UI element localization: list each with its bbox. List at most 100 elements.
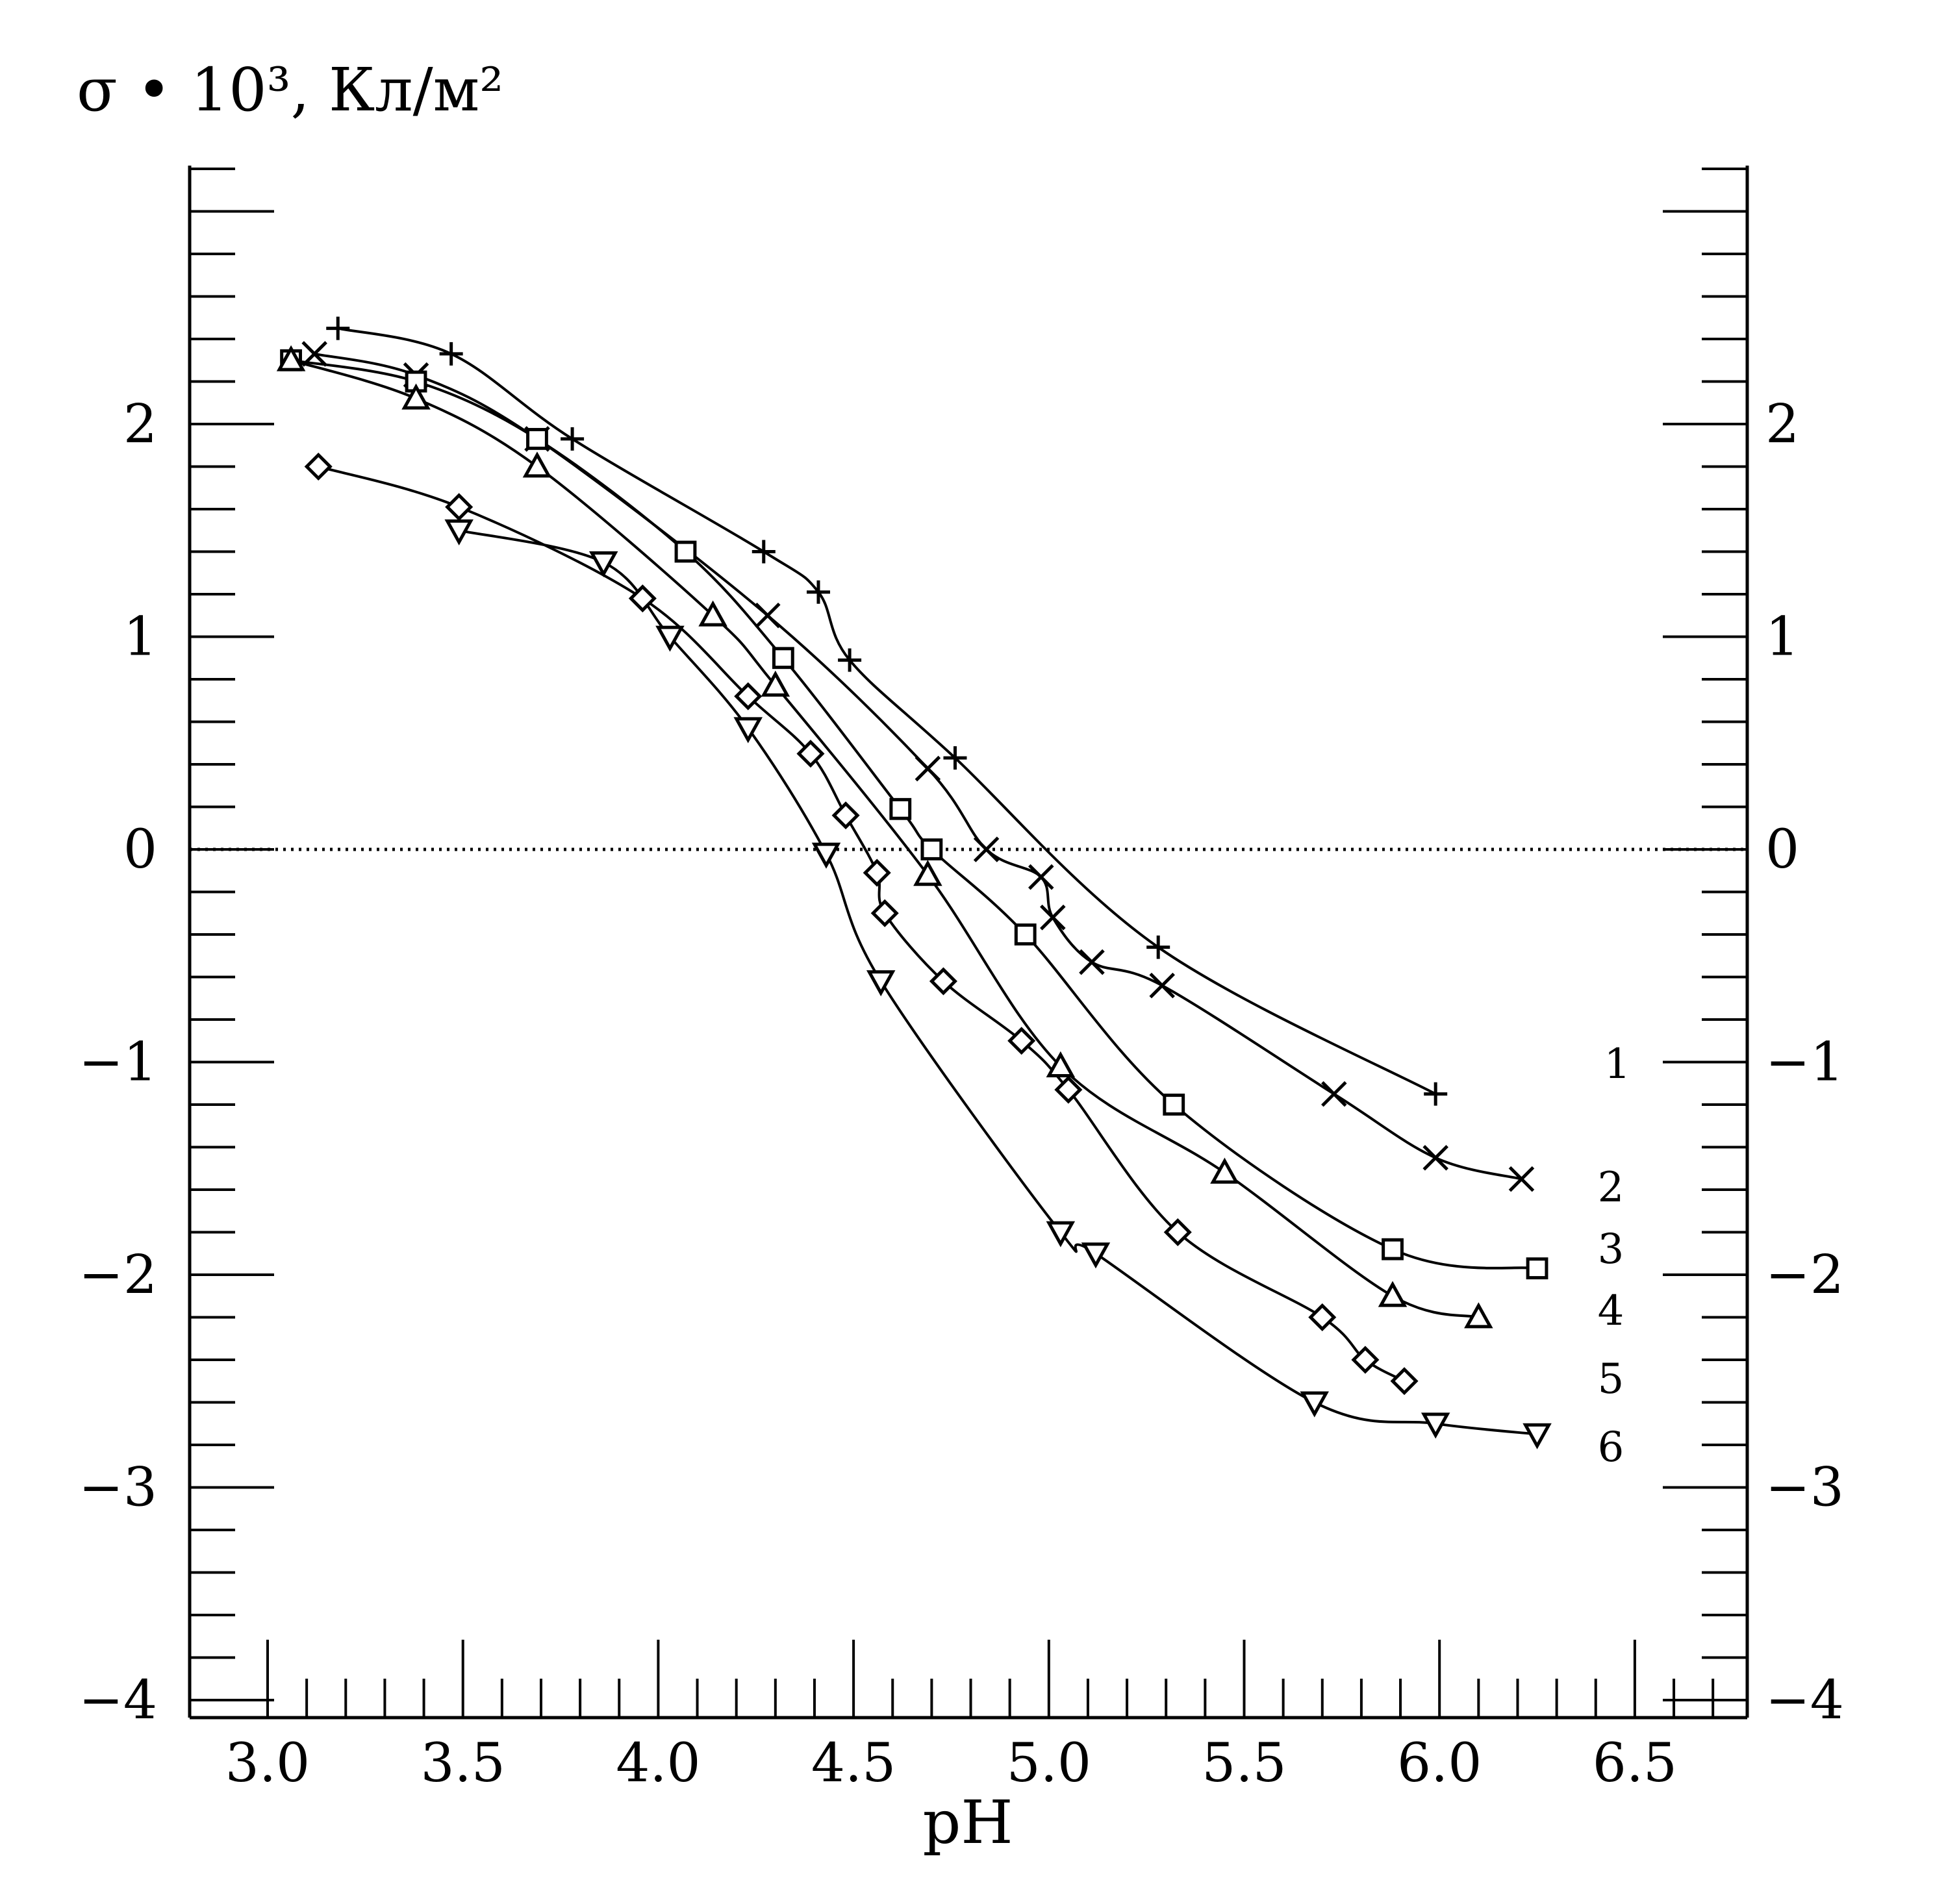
data-point-2 (915, 755, 941, 782)
data-point-4 (761, 670, 790, 697)
data-point-6 (1300, 1391, 1329, 1418)
data-point-4 (1464, 1302, 1493, 1329)
data-point-4 (401, 383, 431, 410)
y-tick-label-right: −4 (1765, 1670, 1844, 1731)
data-point-6 (866, 970, 896, 997)
data-point-5 (1007, 1027, 1036, 1055)
series-line-2 (314, 352, 1522, 1181)
data-point-6 (733, 717, 763, 744)
x-tick-label: 3.5 (420, 1733, 505, 1794)
data-point-2 (1040, 905, 1066, 931)
data-point-2 (973, 836, 1000, 862)
data-point-5 (796, 740, 825, 768)
data-point-6 (444, 519, 474, 545)
y-tick-label-left: −2 (79, 1244, 157, 1306)
data-point-3 (772, 647, 794, 670)
data-point-3 (1014, 923, 1037, 946)
data-point-2 (301, 341, 327, 367)
data-point-1 (838, 648, 862, 672)
x-tick-label: 5.5 (1202, 1733, 1286, 1794)
y-tick-label-right: 2 (1765, 394, 1799, 455)
tick-marks (190, 168, 1747, 1718)
data-point-1 (806, 580, 830, 604)
x-tick-label: 6.5 (1593, 1733, 1677, 1794)
data-point-5 (628, 584, 657, 613)
y-tick-label-left: −1 (79, 1032, 157, 1094)
x-tick-label: 4.5 (811, 1733, 896, 1794)
series-line-5 (318, 465, 1406, 1383)
tick-labels: 2 2 1 1 0 0 −1 −1 −2 −2 −3 −3 −4 −4 3.0 3.5 4.0 4.5 5.0 5.5… (79, 394, 1844, 1794)
data-point-5 (831, 801, 860, 830)
y-tick-label-left: 1 (123, 607, 157, 668)
data-point-5 (1163, 1218, 1192, 1247)
data-point-1 (752, 540, 776, 564)
y-tick-label-right: 0 (1765, 819, 1799, 881)
data-point-5 (1054, 1075, 1083, 1104)
data-point-2 (1321, 1081, 1347, 1107)
data-point-4 (913, 860, 942, 886)
data-point-3 (889, 797, 912, 820)
curve-label-6: 6 (1598, 1423, 1624, 1472)
data-point-6 (655, 625, 685, 652)
series-line-3 (290, 358, 1537, 1270)
data-point-5 (1390, 1367, 1419, 1396)
y-tick-label-right: 1 (1765, 607, 1799, 668)
data-point-1 (326, 316, 350, 340)
data-point-1 (561, 427, 585, 451)
data-point-4 (522, 451, 552, 478)
data-point-3 (526, 428, 548, 450)
y-tick-label-left: −3 (79, 1457, 157, 1519)
series-markers (276, 316, 1552, 1449)
curve-label-4: 4 (1598, 1287, 1624, 1335)
data-point-5 (304, 452, 333, 481)
data-point-3 (1382, 1238, 1404, 1260)
data-point-5 (1308, 1303, 1337, 1332)
data-point-5 (863, 858, 891, 887)
data-point-5 (870, 899, 899, 927)
data-point-4 (698, 600, 727, 627)
data-point-5 (929, 967, 957, 996)
data-point-5 (734, 682, 763, 710)
data-point-3 (674, 540, 697, 563)
data-point-4 (276, 345, 306, 371)
data-point-6 (1081, 1242, 1111, 1269)
data-point-5 (445, 493, 474, 521)
data-point-1 (943, 746, 967, 770)
data-point-2 (1079, 949, 1105, 975)
curve-labels: 1 2 3 4 5 6 (1598, 1040, 1631, 1472)
series-line-4 (290, 358, 1479, 1319)
data-point-3 (1163, 1094, 1185, 1116)
y-axis-label: σ • 10³, Кл/м² (77, 55, 503, 125)
curve-label-2: 2 (1598, 1164, 1624, 1212)
data-point-4 (1210, 1157, 1239, 1184)
y-tick-label-left: 0 (123, 819, 157, 881)
data-point-2 (1422, 1145, 1448, 1171)
x-tick-label: 3.0 (225, 1733, 310, 1794)
data-point-6 (588, 551, 618, 578)
data-point-3 (920, 838, 943, 860)
x-axis-label: pH (922, 1788, 1013, 1857)
data-point-1 (1146, 935, 1170, 959)
data-point-4 (1378, 1281, 1408, 1307)
data-point-2 (1028, 864, 1054, 890)
y-tick-label-right: −2 (1765, 1244, 1844, 1306)
data-point-6 (811, 842, 841, 869)
x-tick-label: 6.0 (1397, 1733, 1482, 1794)
series-curves (290, 327, 1537, 1436)
data-point-2 (1508, 1166, 1535, 1192)
data-point-1 (439, 342, 463, 366)
data-point-2 (1149, 972, 1175, 999)
data-point-6 (1522, 1423, 1552, 1449)
x-tick-label: 4.0 (616, 1733, 700, 1794)
curve-label-1: 1 (1604, 1040, 1631, 1088)
data-point-2 (755, 602, 781, 629)
data-point-5 (1351, 1346, 1380, 1374)
curve-label-3: 3 (1598, 1225, 1624, 1273)
data-point-4 (1046, 1051, 1076, 1077)
data-point-3 (1526, 1257, 1548, 1280)
curve-label-5: 5 (1598, 1355, 1624, 1403)
y-tick-label-right: −1 (1765, 1032, 1844, 1094)
x-tick-label: 5.0 (1007, 1733, 1091, 1794)
